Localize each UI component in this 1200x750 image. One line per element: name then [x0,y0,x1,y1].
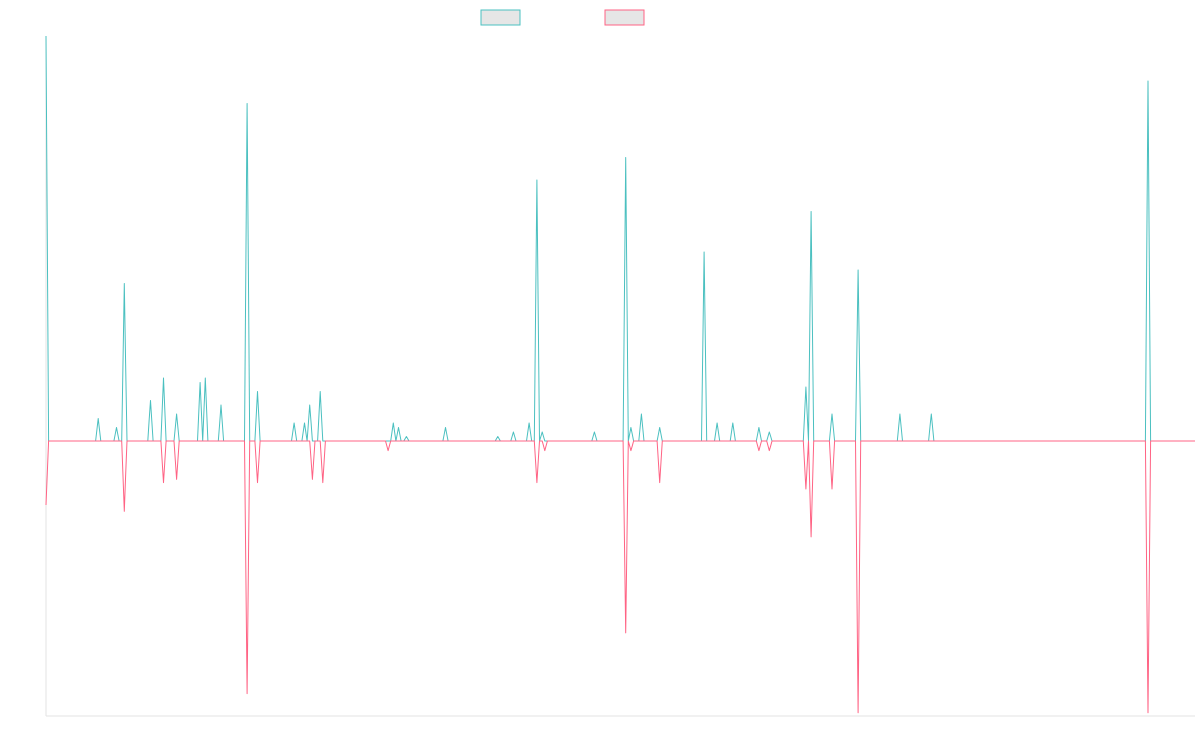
data-point-series-1-6 [162,377,164,379]
data-point-series-1-15 [309,404,311,406]
data-point-series-2-16 [768,449,770,451]
data-point-series-1-30 [659,426,661,428]
data-point-series-1-36 [805,386,807,388]
data-point-series-1-32 [716,422,718,424]
data-point-series-2-2 [123,510,125,512]
data-point-series-1-40 [899,413,901,415]
data-point-series-1-23 [528,422,530,424]
data-point-series-2-11 [544,449,546,451]
chart-axes [45,36,1195,717]
data-point-series-2-21 [1147,712,1149,714]
data-point-series-2-9 [387,449,389,451]
data-point-series-2-7 [311,478,313,480]
data-point-series-1-35 [768,431,770,433]
data-point-series-2-14 [659,481,661,483]
data-point-series-1-21 [497,435,499,437]
series-line-1 [45,35,1195,442]
data-point-series-2-13 [630,449,632,451]
data-point-series-1-10 [220,404,222,406]
data-point-series-1-5 [149,399,151,401]
series-layer [45,35,1195,714]
data-point-series-1-2 [97,417,99,419]
data-point-series-1-7 [175,413,177,415]
data-point-series-1-8 [199,381,201,383]
data-point-series-1-25 [541,431,543,433]
data-point-series-2-20 [857,712,859,714]
data-point-series-2-4 [175,478,177,480]
data-point-series-1-31 [703,251,705,253]
legend-swatch-series-1[interactable] [480,9,521,26]
chart-legend[interactable] [480,9,645,26]
data-point-series-1-22 [512,431,514,433]
data-point-series-2-6 [256,481,258,483]
series-line-2 [45,440,1195,714]
data-point-series-2-1 [45,504,47,506]
data-point-series-2-18 [810,536,812,538]
data-point-series-1-11 [246,102,248,104]
data-point-series-1-34 [758,426,760,428]
data-point-series-1-27 [625,156,627,158]
data-point-series-1-9 [204,377,206,379]
data-point-series-1-1 [45,35,47,37]
data-point-series-1-42 [1147,80,1149,82]
data-point-series-1-24 [536,179,538,181]
data-point-series-2-12 [625,632,627,634]
data-point-series-1-14 [303,422,305,424]
data-point-series-1-38 [831,413,833,415]
data-point-series-1-41 [930,413,932,415]
data-point-series-1-26 [593,431,595,433]
data-point-series-1-3 [115,426,117,428]
data-point-series-1-19 [405,435,407,437]
data-point-series-2-15 [758,449,760,451]
legend-swatch-series-2[interactable] [604,9,645,26]
data-point-series-1-33 [732,422,734,424]
data-point-series-1-4 [123,282,125,284]
data-point-series-1-29 [640,413,642,415]
data-point-series-1-17 [392,422,394,424]
data-point-series-2-8 [322,481,324,483]
data-point-series-2-17 [805,488,807,490]
data-point-series-1-16 [319,390,321,392]
data-point-series-1-39 [857,269,859,271]
data-point-series-2-10 [536,481,538,483]
data-point-series-1-12 [256,390,258,392]
data-point-series-2-19 [831,488,833,490]
data-point-series-2-5 [246,692,248,694]
data-point-series-2-3 [162,481,164,483]
data-point-series-1-18 [397,426,399,428]
data-point-series-1-13 [293,422,295,424]
data-point-series-1-28 [630,426,632,428]
data-point-series-1-20 [444,426,446,428]
data-point-series-1-37 [810,210,812,212]
